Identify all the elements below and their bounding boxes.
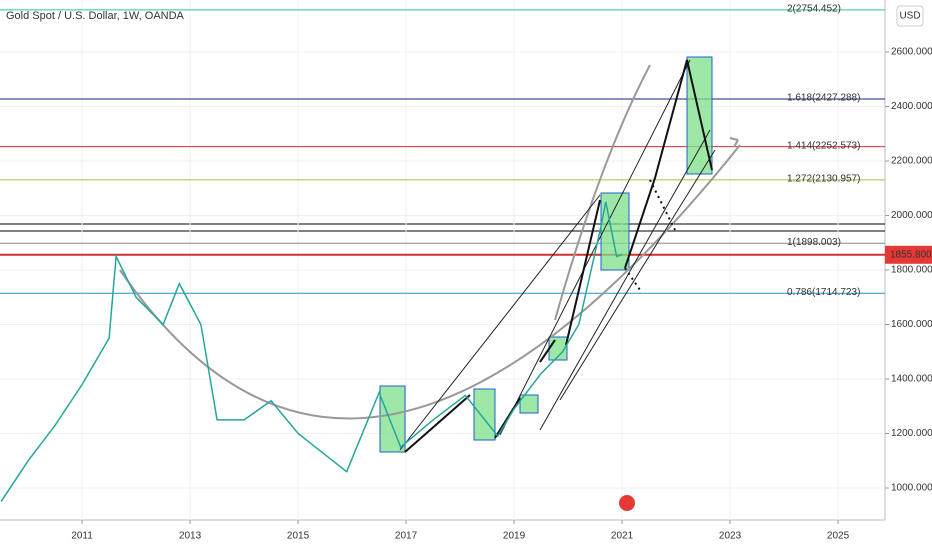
x-tick-label: 2023 <box>719 531 742 542</box>
box <box>519 394 539 414</box>
x-tick-label: 2019 <box>503 531 526 542</box>
y-tick-label: 2600.000 <box>891 47 932 58</box>
y-tick-label: 1400.000 <box>891 374 932 385</box>
arrow-head <box>729 137 739 148</box>
x-tick-label: 2015 <box>287 531 310 542</box>
x-tick-label: 2017 <box>395 531 418 542</box>
drawings <box>119 56 741 511</box>
dotted-path <box>624 179 676 291</box>
event-icon <box>619 495 635 511</box>
y-tick-label: 2400.000 <box>891 101 932 112</box>
y-tick-label: 1800.000 <box>891 265 932 276</box>
price-line-series <box>0 201 623 503</box>
x-tick-label: 2025 <box>827 531 850 542</box>
y-tick-label: 2000.000 <box>891 210 932 221</box>
y-tick-label: 1200.000 <box>891 428 932 439</box>
y-tick-label: 1600.000 <box>891 319 932 330</box>
x-tick-label: 2011 <box>71 531 93 542</box>
price-tag-label: 1855.800 <box>890 249 932 260</box>
channel-line <box>399 59 716 451</box>
y-tick-label: 2200.000 <box>891 156 932 167</box>
box <box>600 192 630 271</box>
currency-button[interactable] <box>896 5 924 27</box>
fib-label: 1(1898.003) <box>787 237 841 248</box>
arrow-path <box>404 59 713 453</box>
box <box>473 388 496 441</box>
chart-title: Gold Spot / U.S. Dollar, 1W, OANDA <box>6 10 185 22</box>
fib-label: 2(2754.452) <box>787 4 841 15</box>
fib-label: 0.786(1714.723) <box>787 287 860 298</box>
box <box>379 385 406 453</box>
fib-label: 1.414(2252.573) <box>787 140 860 151</box>
x-tick-label: 2013 <box>179 531 202 542</box>
price-tag <box>885 245 932 264</box>
fib-label: 1.272(2130.957) <box>787 173 860 184</box>
x-tick-label: 2021 <box>611 531 634 542</box>
currency-label[interactable]: USD <box>899 11 920 22</box>
curve <box>554 64 651 321</box>
fib-label: 1.618(2427.288) <box>787 93 860 104</box>
y-tick-label: 1000.000 <box>891 483 932 494</box>
